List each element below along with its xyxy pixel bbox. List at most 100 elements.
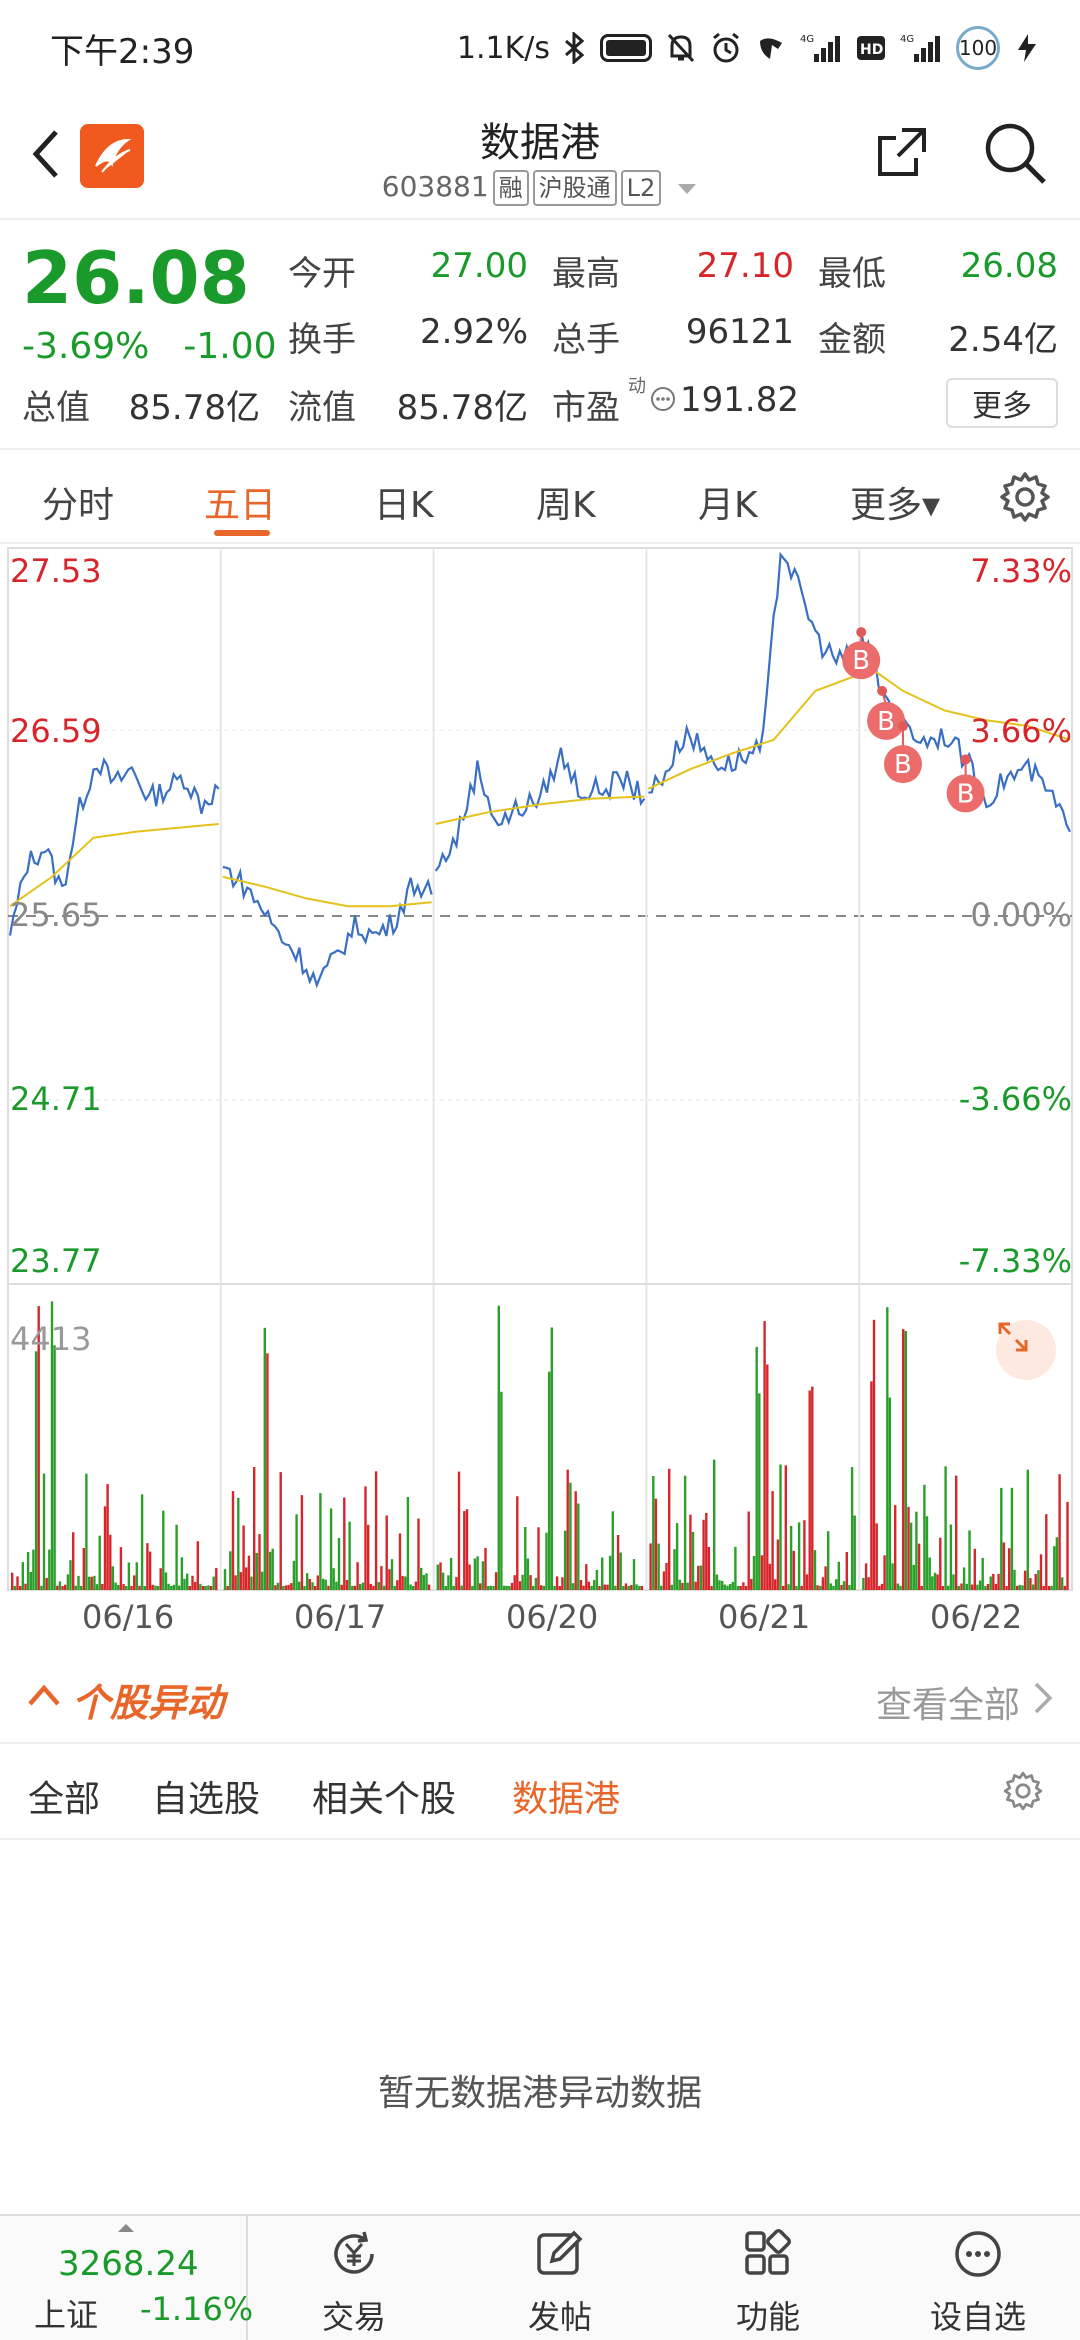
volume-bar (306, 1573, 309, 1590)
index-ticker[interactable]: 3268.24 上证 -1.16% (0, 2216, 253, 2340)
volume-bar (752, 1556, 756, 1590)
expand-volume-button[interactable] (996, 1320, 1056, 1380)
volume-bar (689, 1514, 692, 1590)
volume-bar (657, 1543, 660, 1590)
volume-bar (234, 1575, 237, 1590)
anomaly-tab-related[interactable]: 相关个股 (312, 1779, 457, 1820)
volume-bar (574, 1491, 577, 1590)
price-line-day-3 (434, 747, 646, 872)
pct-axis-lower: -3.66% (958, 1080, 1072, 1118)
volume-bar (48, 1549, 51, 1590)
price-axis-bottom: 23.77 (10, 1242, 102, 1280)
volume-bar (978, 1580, 982, 1590)
volume-bar (420, 1567, 423, 1590)
share-button[interactable] (872, 122, 932, 182)
volume-bar (32, 1549, 35, 1590)
volume-bar (931, 1576, 934, 1590)
volume-bar (247, 1555, 251, 1590)
volume-bar (77, 1575, 80, 1590)
buy-marker-dot (960, 754, 971, 765)
volume-bar (151, 1584, 154, 1590)
volume-bar (439, 1562, 442, 1590)
volume-bar (481, 1561, 485, 1590)
volume-bar (670, 1584, 673, 1590)
volume-bar (797, 1522, 801, 1590)
view-all-link[interactable]: 查看全部 (875, 1685, 1020, 1726)
nav-post[interactable]: 发帖 (490, 2216, 630, 2340)
turnover-label: 换手 (288, 320, 356, 360)
volume-bar (965, 1583, 968, 1590)
volume-bar (561, 1577, 564, 1590)
volume-bar (393, 1585, 396, 1590)
volume-bar (186, 1573, 189, 1590)
volume-bar (1031, 1584, 1035, 1590)
anomaly-tab-watchlist[interactable]: 自选股 (152, 1779, 261, 1820)
more-quote-button[interactable]: 更多 (946, 378, 1058, 428)
volume-bar (253, 1467, 256, 1590)
volume-bar (34, 1351, 38, 1590)
volume-bar (891, 1563, 894, 1590)
volume-bar (726, 1585, 729, 1590)
volume-bar (534, 1577, 538, 1590)
nav-functions[interactable]: 功能 (698, 2216, 838, 2340)
back-button[interactable] (24, 124, 74, 184)
volume-bar (960, 1583, 963, 1590)
volume-bar (867, 1577, 870, 1590)
status-bar: 下午2:39 1.1K/s 4G HD 4G 100 (0, 0, 1080, 96)
volume-bar (377, 1582, 380, 1590)
volume-bar (989, 1576, 992, 1590)
volume-bar (337, 1538, 341, 1590)
volume-bar (404, 1576, 407, 1590)
nav-functions-label: 功能 (735, 2298, 800, 2336)
anomaly-tab-all[interactable]: 全部 (28, 1779, 101, 1820)
volume-bar (367, 1524, 370, 1590)
tab-monthly-k[interactable]: 月K (698, 485, 758, 526)
volume-bar (518, 1581, 522, 1590)
app-logo (80, 124, 144, 188)
anomaly-settings-icon[interactable] (1002, 1770, 1044, 1812)
pe-info-icon[interactable] (650, 386, 676, 416)
volume-bar (1002, 1542, 1006, 1590)
volume-bar (242, 1525, 245, 1590)
volume-bar (417, 1518, 420, 1590)
anomaly-tab-stock[interactable]: 数据港 (512, 1779, 621, 1820)
stock-name: 数据港 (480, 120, 600, 166)
volume-bar (744, 1586, 748, 1590)
tab-more[interactable]: 更多▾ (850, 485, 941, 526)
volume-bar (577, 1503, 580, 1590)
high-value: 27.10 (696, 246, 794, 286)
x-label-1: 06/16 (82, 1598, 175, 1636)
volume-bar (603, 1584, 606, 1590)
tab-intraday[interactable]: 分时 (42, 485, 115, 526)
price-axis-top: 27.53 (10, 552, 102, 590)
volume-bar (356, 1562, 359, 1590)
volume-bar (447, 1575, 450, 1590)
volume-bar (842, 1581, 846, 1590)
price-axis-upper: 26.59 (10, 712, 102, 750)
chart-settings-icon[interactable] (998, 470, 1052, 524)
volume-bar (678, 1579, 681, 1590)
tab-weekly-k[interactable]: 周K (536, 485, 596, 526)
tab-five-day[interactable]: 五日 (204, 485, 277, 526)
volume-bar (79, 1586, 83, 1590)
tab-daily-k[interactable]: 日K (374, 485, 434, 526)
volume-bar (622, 1586, 625, 1590)
nav-add-watchlist[interactable]: 设自选 (908, 2216, 1048, 2340)
chevron-right-icon[interactable] (1028, 1680, 1058, 1716)
volume-bar (209, 1586, 213, 1590)
volume-bar (699, 1565, 703, 1590)
volume-bar (382, 1585, 386, 1590)
volume-bar (279, 1472, 282, 1590)
volume-bar (899, 1585, 902, 1590)
volume-bar (673, 1549, 676, 1590)
search-button[interactable] (982, 120, 1048, 186)
volume-bar (665, 1562, 668, 1590)
collapse-icon[interactable] (24, 1676, 64, 1716)
dropdown-caret-icon[interactable] (676, 182, 698, 196)
svg-text:HD: HD (860, 42, 883, 58)
nav-trade[interactable]: 交易 (284, 2216, 424, 2340)
volume-bar (912, 1564, 915, 1590)
volume-bar (276, 1582, 280, 1590)
